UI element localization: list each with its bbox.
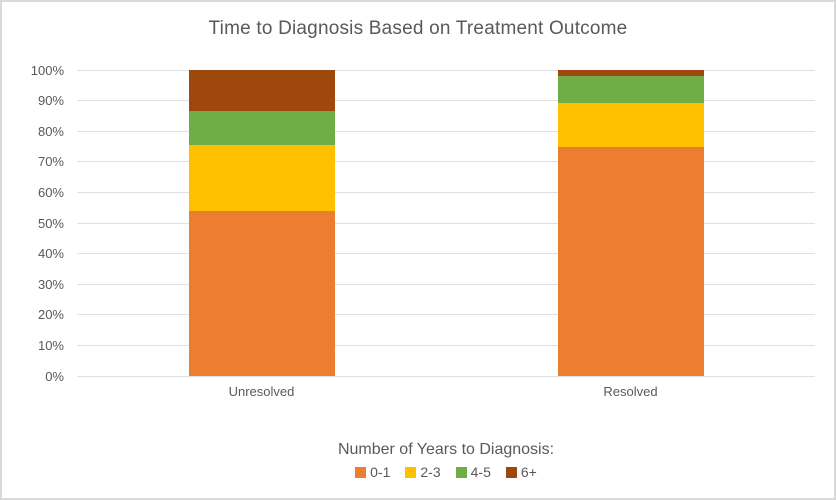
y-tick-label: 50%	[37, 215, 64, 231]
legend-item: 2-3	[405, 464, 441, 480]
legend-item-label: 0-1	[370, 464, 391, 480]
legend-item: 0-1	[355, 464, 390, 480]
legend-items: 0-1 2-3 4-5 6+	[77, 464, 815, 480]
bar-resolved	[557, 70, 704, 376]
y-tick-label: 60%	[37, 184, 64, 200]
x-category-label: Resolved	[603, 384, 658, 399]
bar-segment-6+	[557, 70, 704, 77]
y-tick-label: 30%	[37, 276, 64, 292]
legend-item-label: 6+	[520, 464, 537, 480]
gridline	[77, 100, 815, 102]
gridline	[77, 314, 815, 316]
gridline	[77, 191, 815, 193]
y-tick-label: 20%	[37, 307, 64, 323]
gridline	[77, 69, 815, 71]
y-tick-label: 10%	[37, 337, 64, 353]
gridline	[77, 344, 815, 346]
y-tick-label: 100%	[30, 62, 64, 78]
legend-swatch-2-3	[405, 466, 417, 478]
bar-segment-0-1	[188, 210, 335, 376]
gridline	[77, 222, 815, 224]
gridline	[77, 283, 815, 285]
y-tick-label: 80%	[37, 123, 64, 139]
legend-swatch-4-5	[455, 466, 467, 478]
bar-segment-2-3	[557, 102, 704, 148]
y-tick-label: 90%	[37, 93, 64, 109]
bar-segment-4-5	[557, 76, 704, 103]
y-tick-label: 0%	[45, 368, 64, 384]
legend: Number of Years to Diagnosis: 0-1 2-3 4-5 6…	[77, 440, 815, 480]
gridline	[77, 130, 815, 132]
legend-item: 4-5	[455, 464, 491, 480]
legend-swatch-6+	[505, 466, 517, 478]
legend-item-label: 2-3	[420, 464, 441, 480]
y-tick-label: 70%	[37, 154, 64, 170]
bar-segment-0-1	[557, 147, 704, 376]
bar-segment-2-3	[188, 144, 335, 211]
gridline	[77, 375, 815, 377]
bar-segment-6+	[188, 70, 335, 111]
bar-segment-4-5	[188, 110, 335, 145]
legend-item: 6+	[505, 464, 537, 480]
legend-title: Number of Years to Diagnosis:	[337, 441, 555, 458]
legend-swatch-0-1	[355, 466, 367, 478]
y-tick-label: 40%	[37, 246, 64, 262]
gridline	[77, 161, 815, 163]
gridline	[77, 253, 815, 255]
legend-item-label: 4-5	[470, 464, 491, 480]
x-category-label: Unresolved	[228, 384, 295, 399]
bar-unresolved	[188, 70, 335, 376]
chart-title: Time to Diagnosis Based on Treatment Out…	[208, 18, 628, 39]
